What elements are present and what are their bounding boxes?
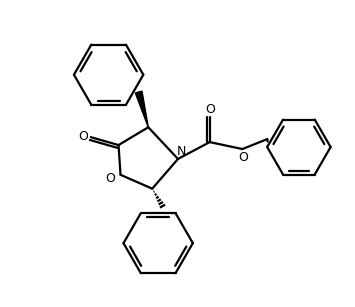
Text: O: O — [239, 151, 248, 165]
Text: O: O — [205, 103, 215, 116]
Text: O: O — [78, 130, 88, 143]
Polygon shape — [135, 91, 148, 127]
Text: O: O — [106, 172, 115, 185]
Text: N: N — [176, 145, 186, 157]
